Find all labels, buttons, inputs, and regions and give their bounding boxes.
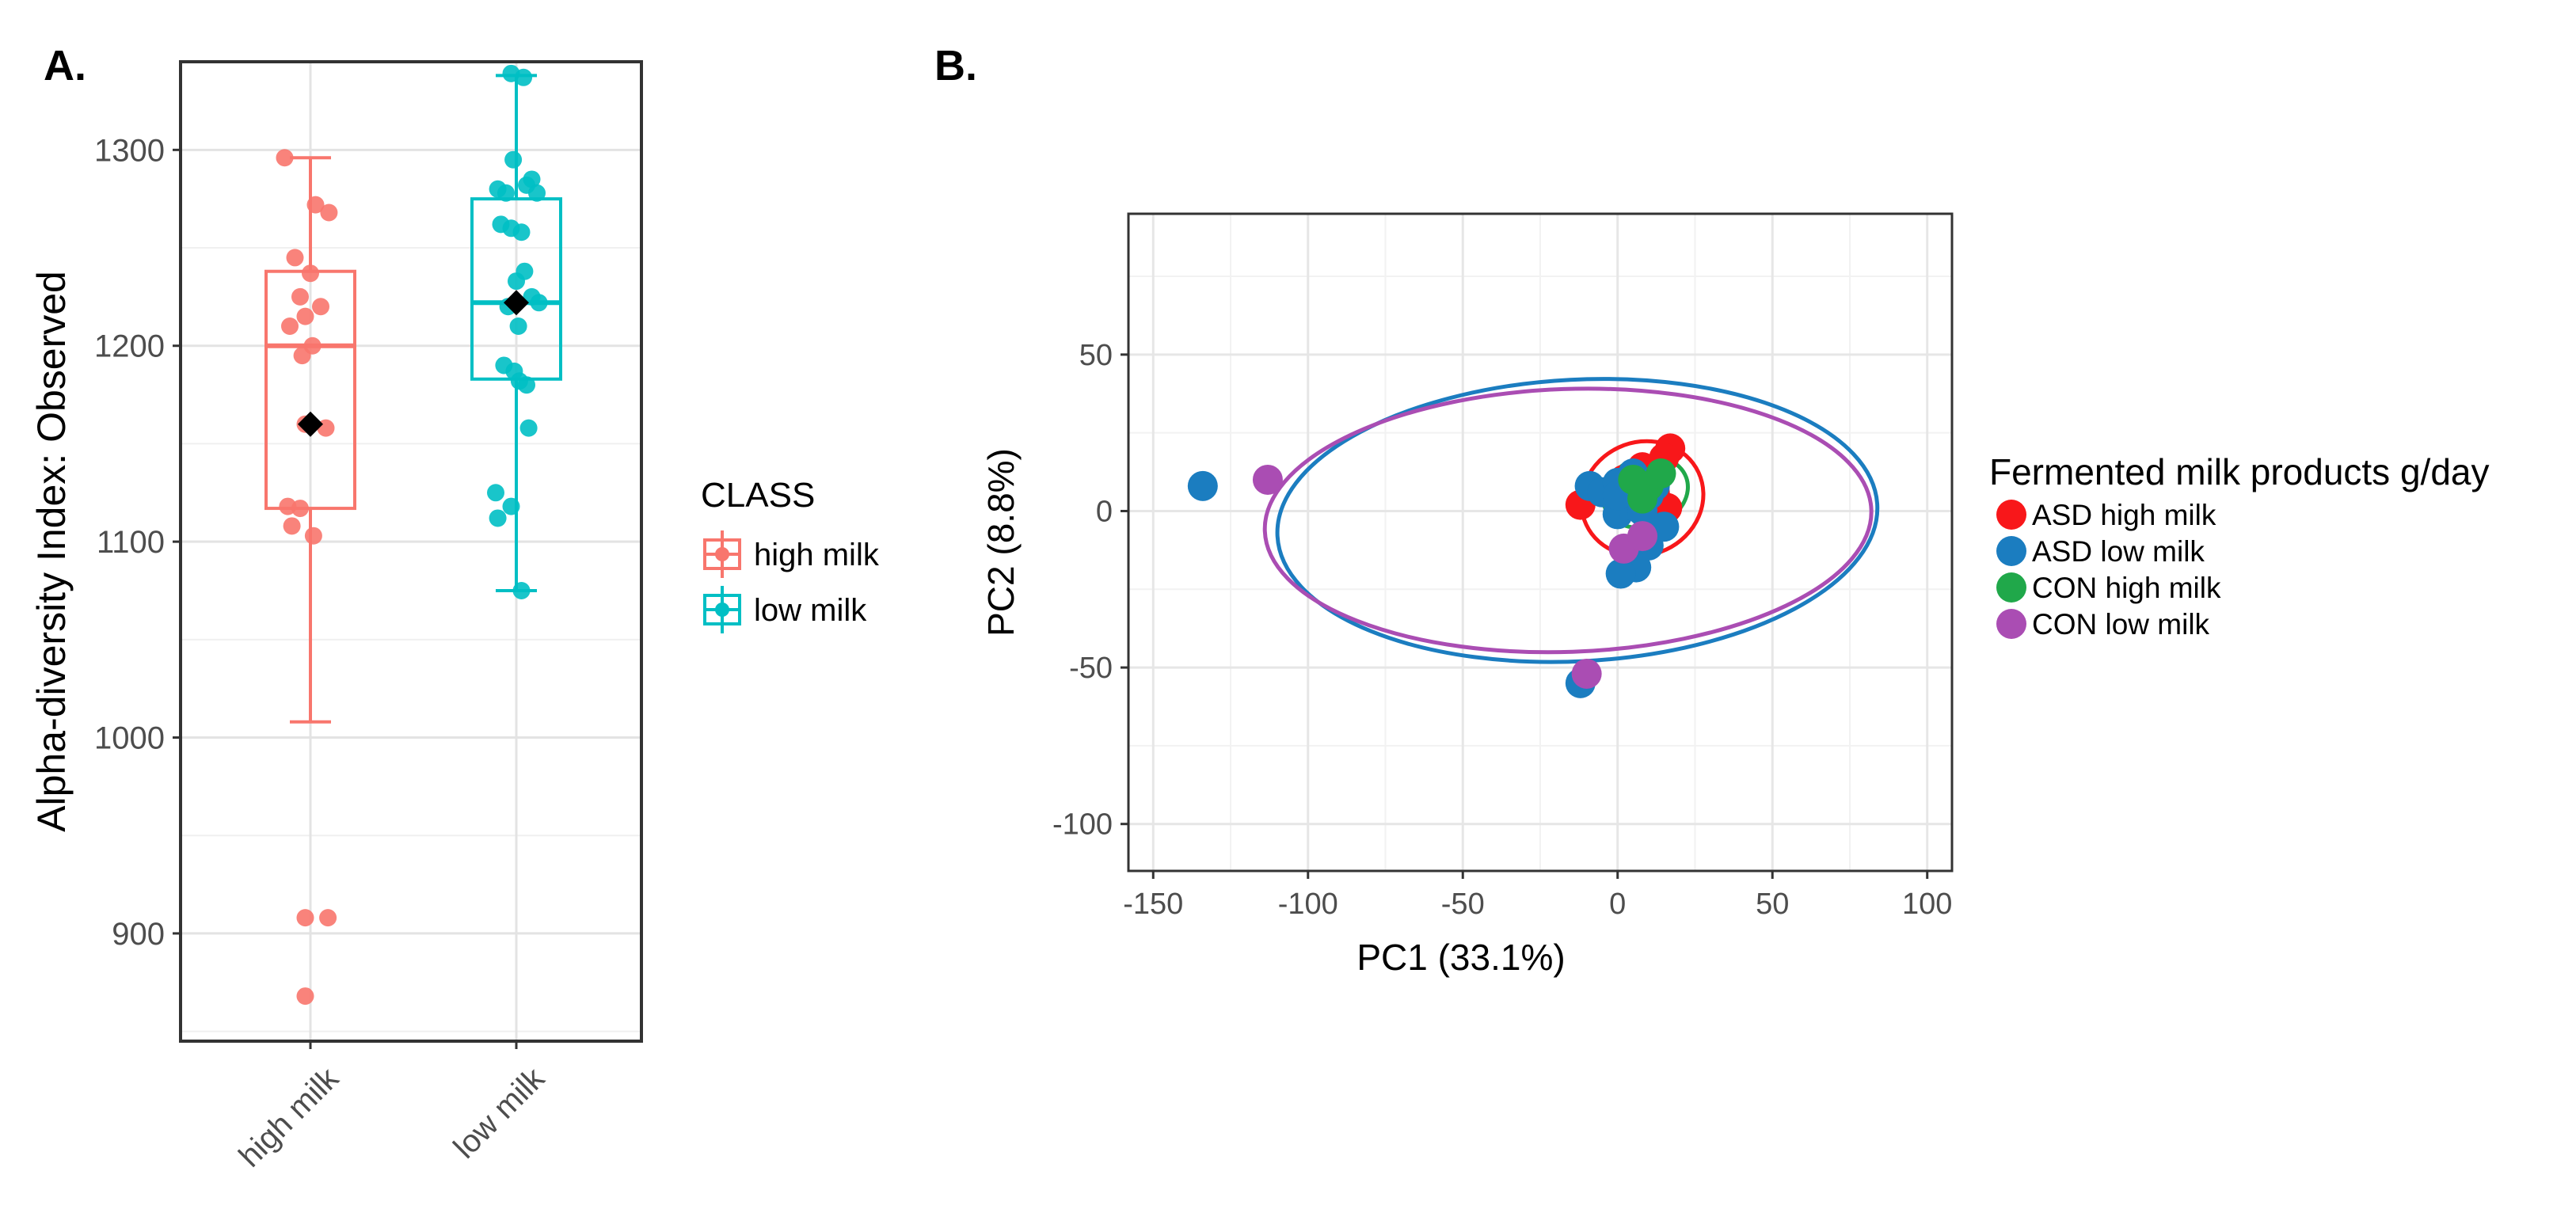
box-jitter-point [515, 68, 533, 86]
box-jitter-point [530, 294, 548, 312]
box-jitter-point [302, 264, 319, 283]
panel-a-border [179, 60, 643, 1043]
panel-b-legend: Fermented milk products g/day ASD high mi… [1989, 451, 2490, 641]
legend-b-key [1996, 609, 2026, 639]
box-jitter-point [296, 987, 314, 1006]
panel-a-ytick-label: 1100 [97, 525, 165, 560]
scatter-point [1605, 558, 1636, 589]
box-jitter-point [518, 376, 535, 394]
box-jitter-point [319, 909, 337, 927]
scatter-point [1646, 458, 1676, 489]
panel-b-ytick-label: 50 [1079, 339, 1113, 372]
ellipse-asd-high-milk [1579, 439, 1706, 558]
box-jitter-point [286, 249, 304, 267]
ellipse-con-low-milk [1262, 386, 1874, 655]
panel-a-background [181, 62, 641, 1041]
box-jitter-point [320, 203, 338, 222]
scatter-point [1571, 659, 1602, 689]
panel-a-xtick-label: low milk [447, 1060, 551, 1165]
legend-b-label: ASD high milk [2032, 499, 2216, 531]
box-jitter-point [281, 317, 299, 335]
box-group-low-milk [470, 64, 562, 599]
panel-a-ytick-label: 1000 [94, 721, 165, 756]
panel-a-xtick-label: high milk [232, 1060, 345, 1173]
scatter-point [1187, 470, 1218, 501]
box-jitter-point [489, 509, 507, 527]
legend-b-key [1996, 536, 2026, 566]
panel-b-xtick-label: 100 [1902, 888, 1952, 921]
panel-b-ytick-label: -50 [1069, 652, 1113, 685]
scatter-point [1627, 521, 1658, 552]
legend-b-key [1996, 572, 2026, 603]
box-jitter-point [504, 150, 523, 169]
box-jitter-point [291, 287, 309, 306]
legend-a-key-point [715, 547, 729, 561]
series-con-low-milk [1252, 464, 1658, 689]
box-jitter-point [283, 517, 301, 535]
panel-label-a: A. [44, 42, 86, 89]
box-jitter-point [512, 223, 531, 241]
box-jitter-point [276, 149, 294, 167]
legend-b-label: CON high milk [2032, 572, 2221, 604]
legend-a-label: low milk [754, 593, 867, 628]
box-jitter-point [296, 909, 314, 927]
box-jitter-point [519, 419, 538, 437]
box-group-high-milk [264, 149, 356, 1006]
series-con-high-milk [1618, 458, 1676, 514]
box-jitter-point [508, 272, 525, 291]
panel-b-xtick-label: -100 [1278, 888, 1338, 921]
box-jitter-point [487, 484, 504, 502]
legend-b-key [1996, 500, 2026, 530]
box-jitter-point [512, 581, 531, 599]
panel-b-border [1127, 212, 1954, 873]
box-jitter-point [304, 527, 322, 545]
panel-b-xtick-label: 0 [1609, 888, 1626, 921]
legend-b-label: CON low milk [2032, 608, 2210, 641]
panel-b-xtick-label: -150 [1123, 888, 1183, 921]
box-jitter-point [497, 184, 515, 202]
legend-a-key-point [715, 603, 729, 617]
box-jitter-point [312, 298, 329, 316]
scatter-point [1252, 464, 1283, 495]
legend-b-title: Fermented milk products g/day [1989, 451, 2490, 492]
legend-a-title: CLASS [701, 476, 815, 515]
panel-a-ylabel: Alpha-diversity Index: Observed [29, 271, 74, 832]
panel-b-xtick-label: -50 [1441, 888, 1485, 921]
panel-b-xtick-label: 50 [1756, 888, 1789, 921]
panel-a-ytick-label: 1200 [94, 329, 165, 364]
panel-a-ytick-label: 1300 [94, 133, 165, 168]
legend-b-label: ASD low milk [2032, 535, 2205, 568]
panel-a-ytick-label: 900 [112, 917, 165, 952]
box-jitter-point [293, 347, 311, 365]
panel-label-b: B. [934, 42, 977, 89]
panel-a-legend: CLASS high milk low milk [701, 476, 880, 633]
panel-b-ytick-label: -100 [1052, 808, 1113, 842]
panel-b-ylabel: PC2 (8.8%) [980, 448, 1022, 637]
box-mean-marker [504, 290, 529, 316]
panel-b-xlabel: PC1 (33.1%) [1356, 937, 1565, 978]
box-jitter-point [509, 317, 527, 335]
panel-b-ytick-label: 0 [1096, 495, 1113, 528]
scatter-point [1627, 483, 1658, 514]
box-jitter-point [291, 500, 309, 518]
box-jitter-point [528, 184, 546, 202]
box-jitter-point [502, 497, 520, 515]
box-jitter-point [306, 196, 325, 214]
box-mean-marker [298, 411, 323, 437]
legend-a-label: high milk [754, 538, 880, 572]
box-jitter-point [296, 307, 314, 325]
